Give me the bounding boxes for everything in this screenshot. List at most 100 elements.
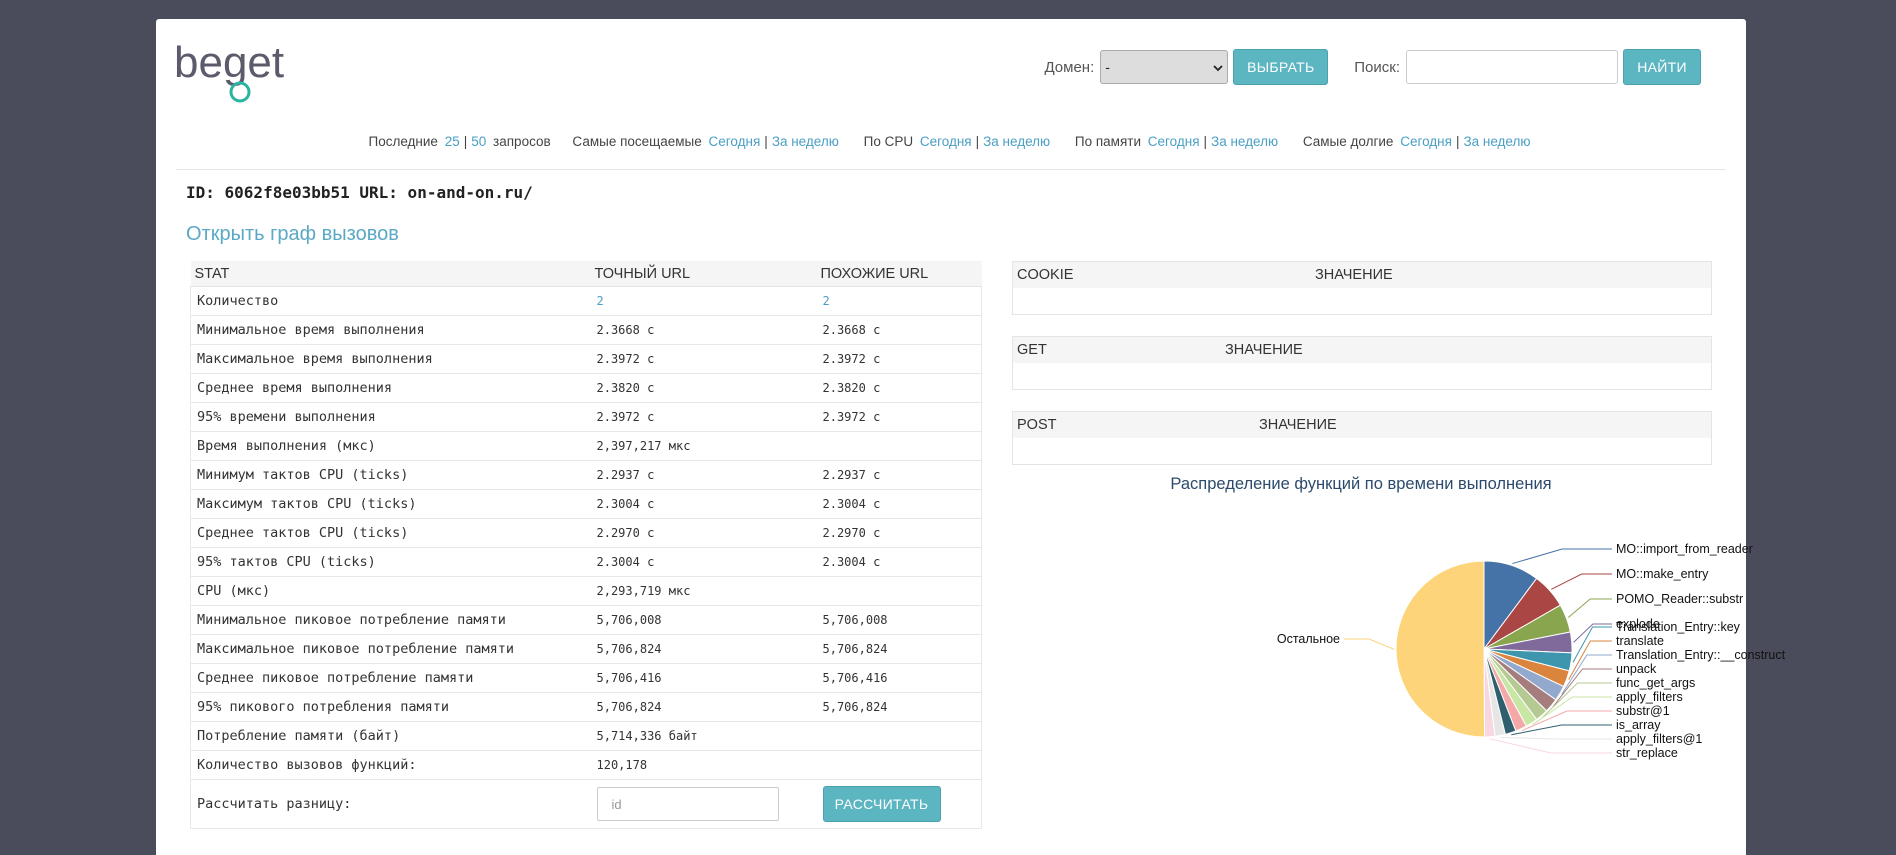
stat-name-cell: CPU (мкс)	[190, 576, 591, 606]
domain-select[interactable]: -	[1100, 50, 1229, 84]
pie-connector	[1552, 668, 1612, 708]
pie-slice[interactable]	[1395, 560, 1486, 738]
pie-label: Остальное	[1277, 632, 1340, 646]
header-form: Домен: - ВЫБРАТЬ Поиск: НАЙТИ	[1044, 49, 1701, 85]
post-key-header: POST	[1017, 417, 1057, 433]
exact-url-cell: 2.3668 с	[590, 315, 817, 345]
similar-url-cell: 2.3668 с	[816, 315, 982, 345]
pie-label: apply_filters	[1616, 690, 1683, 704]
pie-chart-title: Распределение функций по времени выполне…	[1170, 475, 1552, 493]
similar-url-cell	[816, 721, 982, 751]
nav-cpu-week-link[interactable]: За неделю	[983, 134, 1051, 149]
table-row: CPU (мкс) 2,293,719 мкс	[190, 576, 982, 606]
pie-connector	[1542, 682, 1612, 718]
similar-url-cell: 5,706,824	[816, 634, 982, 664]
count-link[interactable]: 2	[822, 294, 830, 308]
exact-url-cell: 2.2970 с	[590, 518, 817, 548]
pie-label: unpack	[1616, 662, 1657, 676]
table-row: Среднее тактов CPU (ticks) 2.2970 с 2.2970…	[190, 518, 982, 548]
similar-url-cell	[816, 750, 982, 780]
nav-cpu: По CPU Сегодня | За неделю	[864, 134, 1054, 149]
pie-label: is_array	[1616, 718, 1661, 732]
stat-name-cell: Потребление памяти (байт)	[190, 721, 591, 751]
table-row: Минимальное время выполнения 2.3668 с 2.36…	[190, 315, 982, 345]
diff-button-cell: РАССЧИТАТЬ	[816, 779, 982, 829]
pie-label: func_get_args	[1616, 676, 1695, 690]
diff-label: Рассчитать разницу:	[190, 779, 591, 829]
table-row: Среднее пиковое потребление памяти 5,706,…	[190, 663, 982, 693]
search-input[interactable]	[1406, 50, 1618, 84]
exact-url-cell: 2,397,217 мкс	[590, 431, 817, 461]
cookie-value-header: ЗНАЧЕНИЕ	[1315, 267, 1393, 283]
diff-row: Рассчитать разницу: id РАССЧИТАТЬ	[190, 779, 982, 829]
similar-url-cell	[816, 576, 982, 606]
nav-mem-label: По памяти	[1074, 134, 1142, 149]
stat-name-cell: 95% пикового потребления памяти	[190, 692, 591, 722]
get-body	[1013, 363, 1711, 389]
nav-mem-week-link[interactable]: За неделю	[1211, 134, 1279, 149]
pie-label: apply_filters@1	[1616, 732, 1702, 746]
exact-url-cell: 5,706,824	[590, 692, 817, 722]
cookie-body	[1013, 288, 1711, 314]
nav-last-50-link[interactable]: 50	[471, 134, 487, 149]
get-value-header: ЗНАЧЕНИЕ	[1225, 342, 1303, 358]
similar-url-cell: 2.3972 с	[816, 402, 982, 432]
exact-url-cell: 120,178	[590, 750, 817, 780]
nav-visited-today-link[interactable]: Сегодня	[708, 134, 761, 149]
pie-connector	[1511, 724, 1612, 736]
stat-name-cell: Максимальное пиковое потребление памяти	[190, 634, 591, 664]
select-domain-button[interactable]: ВЫБРАТЬ	[1233, 49, 1329, 85]
beget-logo[interactable]: beget	[174, 37, 298, 113]
table-row: Максимальное время выполнения 2.3972 с 2.3…	[190, 344, 982, 374]
table-row: Минимум тактов CPU (ticks) 2.2937 с 2.2937…	[190, 460, 982, 490]
nav-last-25-link[interactable]: 25	[444, 134, 460, 149]
stat-name-cell: Минимальное время выполнения	[190, 315, 591, 345]
nav-cpu-today-link[interactable]: Сегодня	[919, 134, 972, 149]
similar-url-cell	[816, 431, 982, 461]
table-row: Максимальное пиковое потребление памяти 5…	[190, 634, 982, 664]
pie-connector	[1489, 738, 1612, 754]
nav-long: Самые долгие Сегодня | За неделю	[1303, 134, 1534, 149]
calculate-button[interactable]: РАССЧИТАТЬ	[822, 786, 941, 822]
post-value-header: ЗНАЧЕНИЕ	[1259, 417, 1337, 433]
stat-name-cell: 95% времени выполнения	[190, 402, 591, 432]
similar-url-cell: 2.3004 с	[816, 547, 982, 577]
stat-name-cell: Минимальное пиковое потребление памяти	[190, 605, 591, 635]
nav-visited: Самые посещаемые Сегодня | За неделю	[572, 134, 841, 149]
nav-long-week-link[interactable]: За неделю	[1463, 134, 1531, 149]
nav-visited-week-link[interactable]: За неделю	[771, 134, 839, 149]
similar-url-cell: 2.2970 с	[816, 518, 982, 548]
pie-connector	[1512, 548, 1612, 565]
stat-name-cell: Количество вызовов функций:	[190, 750, 591, 780]
divider	[176, 169, 1726, 170]
nav-long-label: Самые долгие	[1302, 134, 1394, 149]
pie-connector	[1567, 598, 1612, 618]
table-row: Время выполнения (мкс) 2,397,217 мкс	[190, 431, 982, 461]
exact-url-cell: 5,706,008	[590, 605, 817, 635]
exact-url-cell: 2.3820 с	[590, 373, 817, 403]
page-container: beget Домен: - ВЫБРАТЬ Поиск: НАЙТИ Посл…	[156, 19, 1786, 855]
exact-url-cell: 5,714,336 байт	[590, 721, 817, 751]
diff-id-input[interactable]: id	[596, 787, 779, 821]
table-row: 95% тактов CPU (ticks) 2.3004 с 2.3004 с	[190, 547, 982, 577]
col-exact-url: ТОЧНЫЙ URL	[590, 261, 817, 287]
open-call-graph-link[interactable]: Открыть граф вызовов	[186, 223, 399, 245]
table-row: 95% пикового потребления памяти 5,706,824…	[190, 692, 982, 722]
stat-name-cell: Среднее пиковое потребление памяти	[190, 663, 591, 693]
pie-label: MO::make_entry	[1616, 567, 1709, 581]
stat-name-cell: Максимум тактов CPU (ticks)	[190, 489, 591, 519]
table-row: Количество вызовов функций: 120,178	[190, 750, 982, 780]
find-button[interactable]: НАЙТИ	[1623, 49, 1701, 85]
stat-table: STAT ТОЧНЫЙ URL ПОХОЖИЕ URL Количество 2 2…	[190, 261, 982, 829]
pie-label: Translation_Entry::key	[1616, 620, 1741, 634]
similar-url-cell: 2.3820 с	[816, 373, 982, 403]
similar-url-cell: 2.2937 с	[816, 460, 982, 490]
post-table: POST ЗНАЧЕНИЕ	[1012, 411, 1712, 465]
search-label: Поиск:	[1354, 58, 1400, 76]
count-link[interactable]: 2	[596, 294, 604, 308]
cookie-key-header: COOKIE	[1017, 267, 1074, 283]
pie-connector	[1551, 573, 1612, 590]
nav-long-today-link[interactable]: Сегодня	[1400, 134, 1452, 149]
nav-mem-today-link[interactable]: Сегодня	[1147, 134, 1200, 149]
similar-url-cell: 5,706,008	[816, 605, 982, 635]
